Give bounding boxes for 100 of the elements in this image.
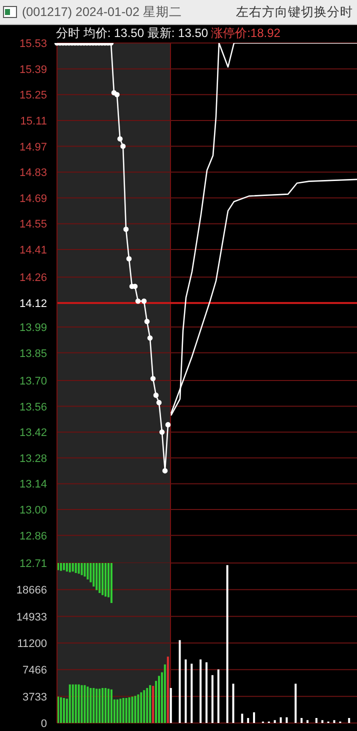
- y-tick-label: 7466: [22, 664, 47, 677]
- bar: [134, 696, 136, 723]
- y-tick-label: 14.97: [19, 141, 47, 154]
- y-tick-label: 13.70: [19, 375, 47, 388]
- point: [117, 136, 123, 142]
- bar: [92, 563, 95, 587]
- bar: [122, 698, 124, 723]
- bar: [280, 717, 282, 723]
- y-tick-label: 13.99: [19, 322, 47, 334]
- point: [123, 226, 129, 232]
- point: [162, 468, 168, 474]
- bar: [184, 659, 187, 723]
- bar: [74, 563, 77, 573]
- bar: [80, 563, 83, 576]
- bar: [104, 563, 107, 597]
- bar: [241, 714, 244, 723]
- bar: [253, 712, 256, 723]
- bar: [137, 694, 140, 723]
- point: [165, 422, 171, 428]
- y-tick-label: 14.26: [19, 272, 47, 284]
- y-tick-label: 13.28: [19, 452, 47, 465]
- bar: [200, 659, 202, 723]
- bar: [131, 696, 134, 723]
- bar: [143, 690, 146, 723]
- bar: [164, 664, 166, 723]
- bar: [158, 676, 160, 723]
- bar: [146, 688, 148, 723]
- y-tick-label: 14.83: [19, 167, 47, 180]
- bar: [104, 688, 107, 723]
- y-tick-label: 12.86: [19, 530, 47, 542]
- bar: [86, 686, 89, 723]
- bar: [166, 656, 169, 723]
- bar: [140, 692, 142, 723]
- bar: [92, 688, 95, 723]
- bar: [211, 675, 214, 723]
- bar: [178, 640, 181, 723]
- y-tick-label: 14.69: [19, 192, 47, 205]
- bar: [274, 720, 276, 723]
- bar: [68, 684, 71, 723]
- bar: [294, 684, 297, 723]
- point: [159, 429, 165, 435]
- point: [150, 376, 156, 382]
- bar: [60, 563, 62, 571]
- bar: [247, 718, 250, 723]
- bar: [90, 563, 92, 582]
- bar: [74, 684, 77, 723]
- y-tick-label: 13.85: [19, 348, 47, 360]
- point: [141, 298, 147, 304]
- bar: [217, 669, 220, 723]
- y-tick-label: 15.53: [19, 38, 47, 50]
- point: [135, 298, 141, 304]
- y-tick-label: 15.39: [19, 64, 47, 76]
- bar: [348, 718, 350, 723]
- bar: [119, 698, 122, 723]
- y-tick-label: 18666: [16, 584, 47, 597]
- bar: [315, 718, 318, 723]
- y-tick-label: 3733: [22, 691, 47, 704]
- point: [126, 256, 132, 262]
- bar: [66, 563, 68, 572]
- bar: [78, 684, 80, 723]
- y-tick-label: 15.25: [19, 90, 47, 102]
- chart-subtitle: 左右方向键切换分时: [236, 4, 353, 21]
- y-tick-label: 12.71: [19, 558, 47, 570]
- bar: [190, 664, 193, 723]
- bar: [90, 688, 92, 723]
- y-tick-label: 14.41: [19, 244, 47, 257]
- text: 涨停价:18.92: [211, 26, 280, 40]
- bar: [321, 720, 324, 723]
- y-tick-label: 15.11: [20, 115, 47, 128]
- bar: [72, 563, 74, 572]
- y-tick-label: 14.55: [19, 218, 47, 231]
- bar: [149, 685, 152, 723]
- bar: [98, 563, 101, 593]
- bar: [206, 662, 208, 723]
- bar: [286, 717, 288, 723]
- point: [147, 335, 153, 341]
- bar: [102, 688, 104, 723]
- bar: [102, 563, 104, 596]
- bar: [68, 563, 71, 572]
- bar: [152, 686, 154, 723]
- bar: [107, 688, 110, 723]
- bar: [306, 720, 309, 723]
- bar: [96, 563, 98, 590]
- point: [156, 400, 162, 406]
- point: [120, 144, 126, 149]
- bar: [98, 688, 101, 723]
- bar: [170, 688, 172, 723]
- chart-title: (001217) 2024-01-02 星期二: [22, 4, 182, 21]
- bar: [333, 720, 336, 723]
- y-tick-label: 14.12: [19, 298, 47, 310]
- bar: [96, 688, 98, 723]
- bar: [84, 563, 86, 577]
- bar: [86, 563, 89, 580]
- y-tick-label: 11200: [17, 638, 47, 650]
- y-tick-label: 13.42: [19, 427, 47, 440]
- bar: [300, 718, 303, 723]
- bar: [128, 697, 130, 723]
- bar: [110, 563, 112, 603]
- point: [114, 92, 120, 98]
- bar: [72, 684, 74, 723]
